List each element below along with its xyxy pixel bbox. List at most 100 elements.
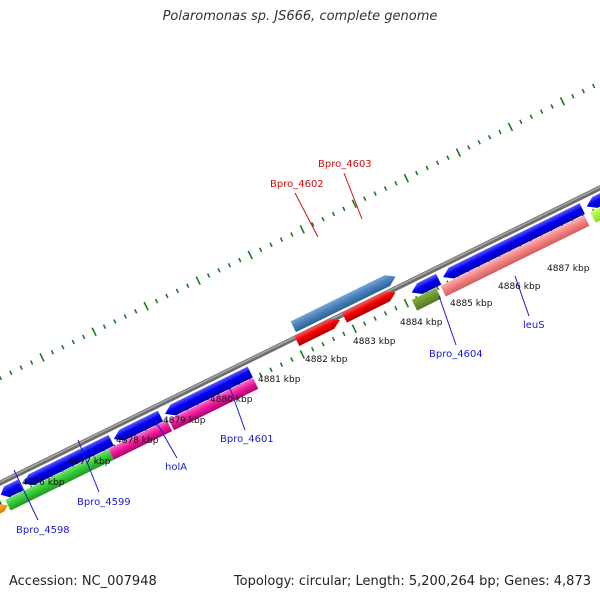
gene-label-leader — [77, 439, 100, 493]
tick-mark — [529, 114, 533, 120]
forward-cds-genes — [0, 190, 600, 518]
gene-label-leader — [514, 275, 530, 317]
tick-mark — [403, 173, 410, 183]
gene-arrow-red — [342, 291, 396, 323]
tick-mark — [415, 170, 419, 176]
kbp-label: 4885 kbp — [450, 299, 493, 309]
tick-mark — [310, 346, 315, 352]
gene-label: Bpro_4599 — [77, 497, 131, 508]
tick-mark — [279, 237, 284, 242]
gene-labels: Bpro_4598 Bpro_4599 holA Bpro_4601 Bpro_4602… — [13, 159, 545, 536]
kbp-label: 4880 kbp — [210, 395, 253, 405]
tick-mark — [269, 242, 273, 248]
tick-mark — [61, 344, 65, 350]
gene-arrow-forward — [164, 366, 253, 416]
tick-mark — [290, 232, 294, 237]
gene-label: Bpro_4604 — [429, 349, 483, 360]
tick-mark — [165, 293, 169, 299]
tick-mark — [217, 268, 221, 273]
tick-mark — [455, 148, 462, 157]
gene-arrow-forward — [0, 479, 24, 498]
reverse-strand-genes — [290, 275, 396, 346]
gene-label-leader — [343, 172, 363, 220]
tick-mark — [154, 298, 159, 304]
tick-mark — [383, 186, 388, 191]
tick-mark — [258, 247, 263, 253]
tick-mark — [446, 155, 450, 161]
kbp-label: 4879 kbp — [163, 416, 206, 426]
tick-mark — [186, 283, 190, 289]
tick-mark — [299, 349, 305, 359]
forward-strand-genes — [0, 185, 600, 498]
tick-mark — [81, 334, 86, 340]
tick-mark — [363, 196, 367, 201]
tick-mark — [581, 88, 585, 94]
tick-mark — [71, 339, 75, 345]
tick-mark — [238, 257, 242, 263]
tick-mark — [425, 165, 429, 171]
kbp-label: 4882 kbp — [305, 355, 348, 365]
gene-arrow-orange — [0, 504, 8, 518]
tick-mark — [467, 145, 471, 150]
tick-mark — [258, 372, 263, 378]
tick-mark — [113, 319, 117, 324]
tick-mark — [403, 298, 410, 308]
tick-mark — [299, 224, 305, 234]
gene-arrow-olive — [411, 287, 442, 311]
tick-mark — [39, 353, 45, 362]
gene-label-leader — [13, 469, 39, 521]
tick-mark — [91, 327, 97, 337]
gene-arrow-red — [294, 318, 340, 346]
gene-arrow-green — [5, 449, 114, 511]
tick-mark — [559, 96, 566, 106]
tick-mark — [247, 250, 253, 260]
tick-mark — [279, 362, 284, 367]
map-title: Polaromonas sp. JS666, complete genome — [162, 9, 438, 24]
kbp-label: 4887 kbp — [547, 264, 590, 274]
tick-mark — [519, 119, 523, 125]
gene-label: leuS — [523, 320, 545, 331]
tick-mark — [351, 199, 358, 209]
tick-mark — [539, 109, 544, 114]
gene-label-leader — [154, 419, 178, 459]
kbp-label: 4876 kbp — [22, 478, 65, 488]
tick-mark — [227, 262, 232, 268]
gene-arrow-forward — [113, 410, 164, 441]
tick-mark — [435, 160, 440, 166]
tick-mark — [592, 83, 596, 89]
gene-label-leader — [294, 192, 319, 238]
gene-arrow-magenta — [108, 420, 173, 460]
tick-mark — [9, 370, 13, 376]
tick-mark — [571, 93, 575, 99]
gene-arrow-steel — [290, 275, 396, 333]
gene-label-leader — [229, 387, 246, 431]
gene-label-leader — [438, 295, 457, 346]
tick-mark — [507, 122, 514, 132]
topology-label: Topology: circular; Length: 5,200,264 bp… — [233, 574, 591, 589]
tick-mark — [102, 324, 107, 330]
tick-mark — [175, 288, 180, 294]
tick-mark — [19, 365, 23, 370]
gene-label: Bpro_4601 — [220, 434, 274, 445]
gene-label: holA — [165, 462, 187, 473]
tick-mark — [290, 357, 294, 362]
gene-arrow-pink — [440, 215, 590, 297]
tick-mark — [342, 206, 346, 212]
tick-mark — [29, 360, 34, 365]
kbp-label: 4881 kbp — [258, 375, 301, 385]
tick-mark — [143, 301, 149, 311]
gene-label: Bpro_4603 — [318, 159, 372, 170]
tick-mark — [134, 308, 138, 314]
accession-label: Accession: NC_007948 — [9, 574, 157, 589]
gene-arrow-magenta — [168, 377, 259, 431]
tick-mark — [394, 305, 398, 311]
gene-label: Bpro_4598 — [16, 525, 70, 536]
tick-mark — [123, 314, 128, 319]
tick-mark — [394, 180, 398, 186]
tick-mark — [351, 324, 358, 334]
gene-arrow-forward — [23, 435, 114, 486]
gene-arrow-forward — [586, 185, 600, 208]
tick-mark — [0, 500, 3, 506]
gene-label: Bpro_4602 — [270, 179, 324, 190]
